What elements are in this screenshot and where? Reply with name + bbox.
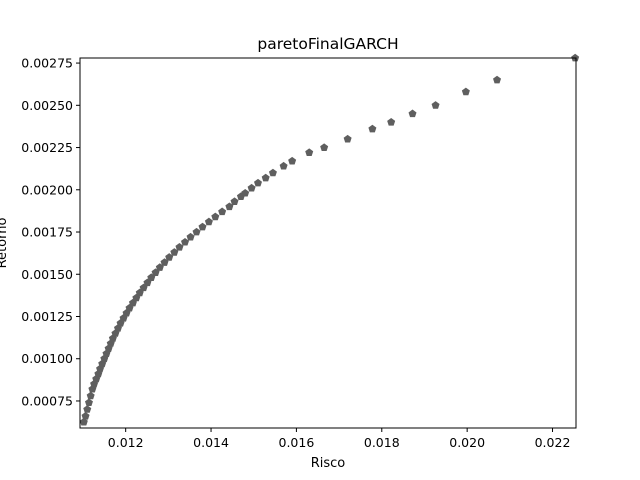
data-point — [288, 156, 297, 165]
y-tick-label: 0.00150 — [21, 267, 73, 282]
x-tick-label: 0.016 — [279, 435, 315, 450]
data-point — [408, 109, 417, 118]
data-point — [218, 207, 227, 216]
plot-frame — [79, 57, 577, 429]
y-tick-label: 0.00100 — [21, 351, 73, 366]
data-point — [387, 118, 396, 126]
x-axis-ticks: 0.012 0.014 0.016 0.018 0.020 0.022 — [108, 428, 571, 450]
chart-title: paretoFinalGARCH — [257, 35, 398, 53]
data-point — [225, 202, 234, 211]
data-point — [431, 101, 440, 109]
x-tick-label: 0.018 — [364, 435, 400, 450]
data-point — [320, 143, 329, 151]
data-point — [170, 248, 179, 256]
y-tick-label: 0.00275 — [21, 56, 73, 71]
data-point — [305, 148, 314, 157]
y-tick-label: 0.00175 — [21, 225, 73, 240]
data-point — [186, 232, 195, 241]
data-point — [86, 391, 95, 400]
x-axis-label: Risco — [311, 456, 346, 471]
data-point — [241, 188, 250, 197]
y-tick-label: 0.00250 — [21, 98, 73, 113]
data-point — [211, 212, 220, 221]
data-point — [268, 168, 277, 177]
data-point — [493, 75, 502, 84]
data-point — [181, 237, 189, 246]
data-point — [165, 253, 174, 261]
data-point — [84, 398, 93, 407]
x-tick-label: 0.020 — [449, 435, 485, 450]
x-tick-label: 0.012 — [108, 435, 144, 450]
data-point — [79, 417, 88, 426]
data-point — [192, 227, 201, 236]
data-point — [81, 411, 90, 420]
data-point — [204, 217, 213, 226]
data-point — [254, 178, 262, 187]
scatter-points — [79, 53, 580, 426]
data-point — [279, 161, 288, 170]
y-tick-label: 0.00075 — [21, 393, 73, 408]
data-point — [230, 197, 239, 206]
x-tick-label: 0.014 — [193, 435, 229, 450]
data-point — [83, 405, 92, 413]
data-point — [155, 263, 164, 271]
y-tick-label: 0.00200 — [21, 182, 73, 197]
data-point — [368, 124, 377, 133]
data-point — [198, 222, 207, 231]
data-point — [343, 134, 352, 143]
data-point — [247, 183, 256, 192]
data-point — [175, 243, 184, 251]
data-point — [261, 173, 270, 182]
y-tick-label: 0.00125 — [21, 309, 73, 324]
x-tick-label: 0.022 — [535, 435, 571, 450]
y-tick-label: 0.00225 — [21, 140, 73, 155]
data-point — [160, 258, 169, 266]
data-point — [461, 87, 470, 96]
y-axis-ticks: 0.00075 0.00100 0.00125 0.00150 0.00175 0.002… — [21, 56, 80, 408]
y-axis-label: Retorno — [0, 218, 10, 269]
